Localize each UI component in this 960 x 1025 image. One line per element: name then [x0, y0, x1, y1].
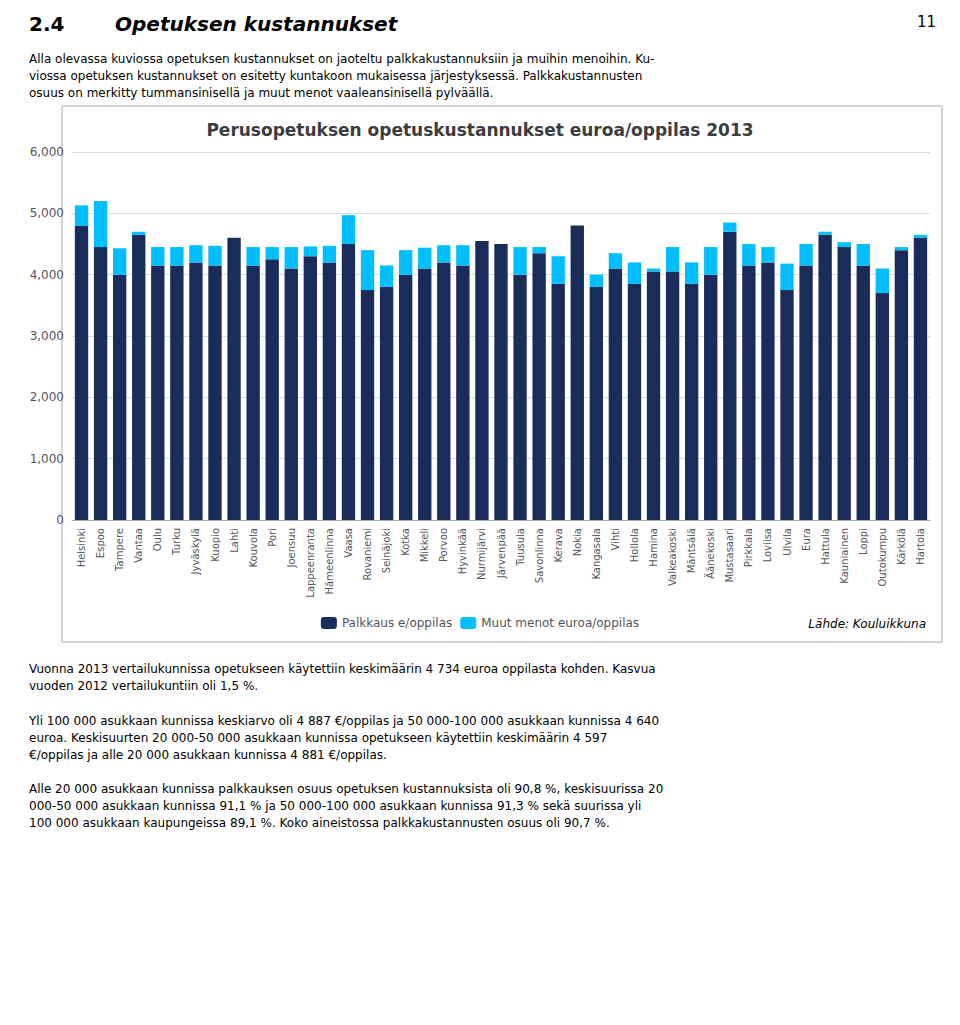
svg-text:Ulvila: Ulvila [782, 528, 793, 556]
svg-text:Kärkölä: Kärkölä [896, 528, 907, 565]
svg-text:Alla olevassa kuviossa opetuks: Alla olevassa kuviossa opetuksen kustann… [29, 52, 654, 66]
svg-text:0: 0 [56, 513, 64, 527]
svg-text:Kuopio: Kuopio [210, 528, 221, 562]
svg-text:Hartola: Hartola [915, 528, 926, 565]
svg-text:Järvenpää: Järvenpää [496, 528, 507, 579]
svg-text:Nurmijärvi: Nurmijärvi [476, 528, 487, 580]
svg-text:Vantaa: Vantaa [133, 528, 144, 563]
svg-text:Perusopetuksen opetuskustannuk: Perusopetuksen opetuskustannukset euroa/… [206, 120, 753, 140]
svg-text:Alle 20 000 asukkaan kunnissa: Alle 20 000 asukkaan kunnissa palkkaukse… [29, 782, 663, 796]
svg-text:11: 11 [917, 13, 936, 31]
svg-text:Hyvinkää: Hyvinkää [457, 528, 468, 574]
svg-text:osuus on merkitty tummansinise: osuus on merkitty tummansinisellä ja muu… [29, 86, 494, 100]
svg-text:Palkkaus e/oppilas: Palkkaus e/oppilas [342, 616, 452, 630]
svg-text:Outokumpu: Outokumpu [877, 528, 888, 587]
svg-text:5,000: 5,000 [30, 206, 64, 220]
svg-text:euroa. Keskisuurten 20 000-50: euroa. Keskisuurten 20 000-50 000 asukka… [29, 731, 607, 745]
svg-text:Hollola: Hollola [629, 528, 640, 562]
svg-text:Pirkkala: Pirkkala [743, 528, 754, 567]
svg-text:Porvoo: Porvoo [438, 528, 449, 562]
svg-text:Muut menot euroa/oppilas: Muut menot euroa/oppilas [481, 616, 639, 630]
svg-text:Kerava: Kerava [553, 528, 564, 563]
svg-text:Hamina: Hamina [648, 528, 659, 567]
svg-text:3,000: 3,000 [30, 329, 64, 343]
svg-text:€/oppilas ja alle 20 000 asukk: €/oppilas ja alle 20 000 asukkaan kunnis… [29, 748, 387, 762]
svg-text:Kangasala: Kangasala [591, 528, 602, 580]
svg-text:Espoo: Espoo [95, 528, 106, 558]
svg-text:Äänekoski: Äänekoski [704, 528, 716, 579]
svg-text:Valkeakoski: Valkeakoski [667, 528, 678, 586]
svg-text:Lähde: Kouluikkuna: Lähde: Kouluikkuna [808, 617, 926, 631]
svg-text:Helsinki: Helsinki [76, 528, 87, 567]
svg-text:Vaasa: Vaasa [343, 528, 354, 558]
svg-text:4,000: 4,000 [30, 268, 64, 282]
svg-text:Tampere: Tampere [114, 528, 125, 572]
svg-text:Vuonna 2013 vertailukunnissa o: Vuonna 2013 vertailukunnissa opetukseen … [29, 662, 656, 676]
svg-text:vuoden 2012 vertailukuntiin ol: vuoden 2012 vertailukuntiin oli 1,5 %. [29, 679, 258, 693]
svg-text:Seinäjoki: Seinäjoki [381, 528, 392, 573]
svg-text:Hämeenlinna: Hämeenlinna [324, 528, 335, 594]
svg-text:Jyväskylä: Jyväskylä [190, 528, 201, 575]
svg-text:Tuusula: Tuusula [515, 528, 526, 567]
svg-text:Mikkeli: Mikkeli [419, 528, 430, 562]
svg-text:000-50 000 asukkaan kunnissa 9: 000-50 000 asukkaan kunnissa 91,1 % ja 5… [29, 799, 641, 813]
svg-text:Savonlinna: Savonlinna [534, 528, 545, 583]
svg-text:Loppi: Loppi [858, 528, 869, 555]
svg-text:Vihti: Vihti [610, 528, 621, 550]
svg-text:6,000: 6,000 [30, 145, 64, 159]
svg-text:Kotka: Kotka [400, 528, 411, 556]
svg-text:Mustasaari: Mustasaari [724, 528, 735, 583]
svg-text:Loviisa: Loviisa [762, 528, 773, 562]
svg-text:Kouvola: Kouvola [248, 528, 259, 567]
svg-text:Lahti: Lahti [229, 528, 240, 553]
svg-text:2,000: 2,000 [30, 390, 64, 404]
svg-text:Yli 100 000 asukkaan kunnissa: Yli 100 000 asukkaan kunnissa keskiarvo … [28, 714, 659, 728]
svg-text:Rovaniemi: Rovaniemi [362, 528, 373, 580]
svg-text:Joensuu: Joensuu [286, 528, 297, 568]
svg-text:Eura: Eura [801, 528, 812, 551]
svg-text:Nokia: Nokia [572, 528, 583, 556]
svg-text:Oulu: Oulu [152, 528, 163, 551]
svg-text:2.4: 2.4 [29, 12, 64, 36]
svg-text:100 000 asukkaan kaupungeissa: 100 000 asukkaan kaupungeissa 89,1 %. Ko… [29, 816, 610, 830]
svg-text:Mäntsälä: Mäntsälä [686, 528, 697, 573]
svg-text:1,000: 1,000 [30, 452, 64, 466]
svg-text:Kauniainen: Kauniainen [839, 528, 850, 584]
svg-text:Turku: Turku [171, 528, 182, 556]
svg-text:Hattula: Hattula [820, 528, 831, 565]
svg-text:viossa opetuksen kustannukset: viossa opetuksen kustannukset on esitett… [29, 69, 642, 83]
svg-text:Lappeenranta: Lappeenranta [305, 528, 316, 598]
svg-text:Pori: Pori [267, 528, 278, 547]
svg-text:Opetuksen kustannukset: Opetuksen kustannukset [115, 12, 399, 36]
